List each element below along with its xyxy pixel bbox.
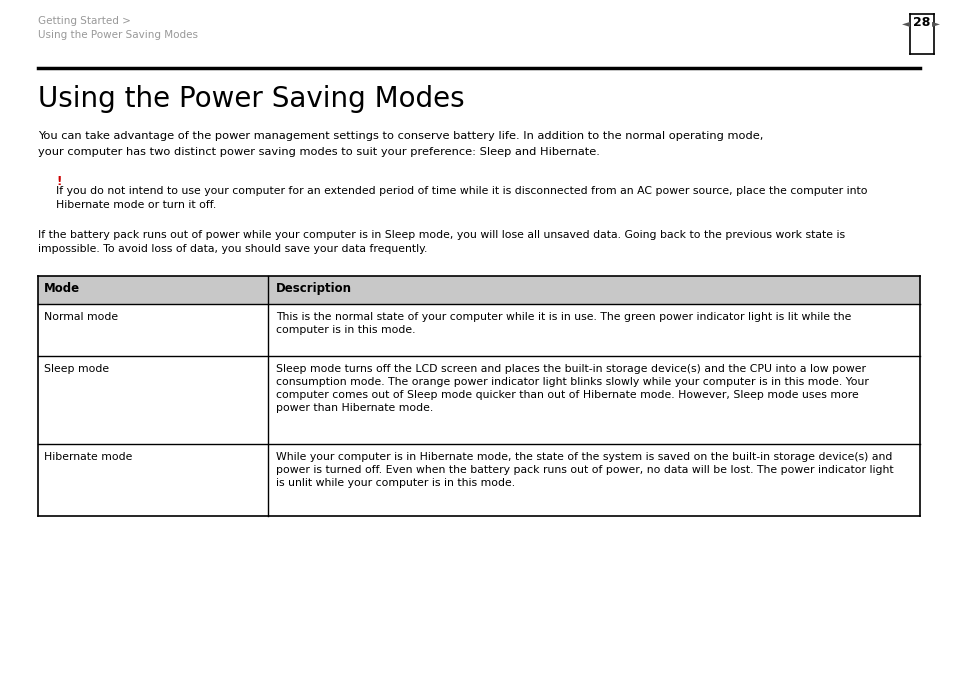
Text: Hibernate mode: Hibernate mode bbox=[44, 452, 132, 462]
Text: Description: Description bbox=[275, 282, 352, 295]
Text: Using the Power Saving Modes: Using the Power Saving Modes bbox=[38, 85, 464, 113]
Text: Normal mode: Normal mode bbox=[44, 312, 118, 322]
Text: power is turned off. Even when the battery pack runs out of power, no data will : power is turned off. Even when the batte… bbox=[275, 465, 893, 475]
Text: You can take advantage of the power management settings to conserve battery life: You can take advantage of the power mana… bbox=[38, 131, 762, 141]
Text: This is the normal state of your computer while it is in use. The green power in: This is the normal state of your compute… bbox=[275, 312, 850, 322]
Text: computer comes out of Sleep mode quicker than out of Hibernate mode. However, Sl: computer comes out of Sleep mode quicker… bbox=[275, 390, 858, 400]
Text: Sleep mode: Sleep mode bbox=[44, 364, 109, 374]
Text: Hibernate mode or turn it off.: Hibernate mode or turn it off. bbox=[56, 200, 216, 210]
Text: 28: 28 bbox=[912, 16, 929, 29]
Text: If you do not intend to use your computer for an extended period of time while i: If you do not intend to use your compute… bbox=[56, 186, 866, 196]
Text: is unlit while your computer is in this mode.: is unlit while your computer is in this … bbox=[275, 478, 515, 488]
Text: While your computer is in Hibernate mode, the state of the system is saved on th: While your computer is in Hibernate mode… bbox=[275, 452, 891, 462]
Text: Mode: Mode bbox=[44, 282, 80, 295]
Text: power than Hibernate mode.: power than Hibernate mode. bbox=[275, 403, 433, 413]
Text: Sleep mode turns off the LCD screen and places the built-in storage device(s) an: Sleep mode turns off the LCD screen and … bbox=[275, 364, 865, 374]
Text: consumption mode. The orange power indicator light blinks slowly while your comp: consumption mode. The orange power indic… bbox=[275, 377, 868, 387]
Text: ►: ► bbox=[931, 18, 939, 28]
Text: computer is in this mode.: computer is in this mode. bbox=[275, 325, 416, 335]
Text: your computer has two distinct power saving modes to suit your preference: Sleep: your computer has two distinct power sav… bbox=[38, 147, 599, 157]
Text: !: ! bbox=[56, 175, 61, 188]
Text: If the battery pack runs out of power while your computer is in Sleep mode, you : If the battery pack runs out of power wh… bbox=[38, 230, 844, 240]
Text: Getting Started >: Getting Started > bbox=[38, 16, 131, 26]
Text: Using the Power Saving Modes: Using the Power Saving Modes bbox=[38, 30, 198, 40]
Text: impossible. To avoid loss of data, you should save your data frequently.: impossible. To avoid loss of data, you s… bbox=[38, 244, 427, 254]
Text: ◄: ◄ bbox=[901, 18, 909, 28]
